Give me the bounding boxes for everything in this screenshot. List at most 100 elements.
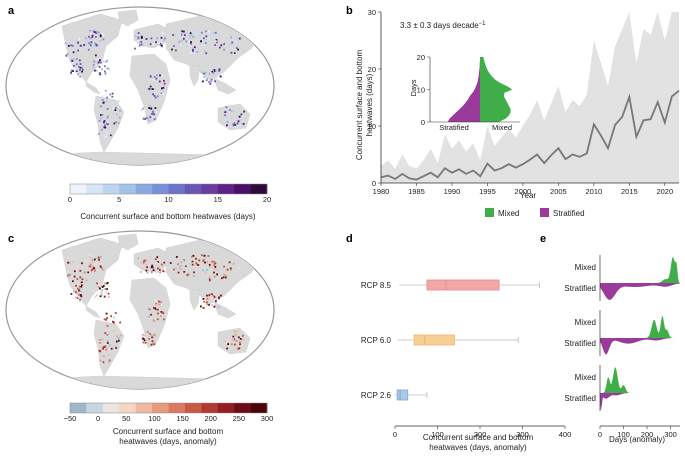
map-c-pixel <box>222 276 225 279</box>
map-c-pixel <box>188 263 191 266</box>
map-c-pixel <box>100 267 103 269</box>
map-a-pixel <box>153 95 156 97</box>
map-a-pixel <box>164 37 166 40</box>
map-a-pixel <box>189 36 192 39</box>
map-a-pixel <box>163 79 165 82</box>
map-a-pixel <box>226 124 228 127</box>
colorbar-a-tick-label: 20 <box>263 195 271 204</box>
map-a-pixel <box>218 68 221 71</box>
map-c-pixel <box>235 347 238 350</box>
box-iqr <box>426 279 500 291</box>
map-c-pixel <box>80 281 83 284</box>
map-c-pixel <box>156 256 159 258</box>
map-c-pixel <box>107 292 110 295</box>
map-a-pixel <box>156 95 159 98</box>
map-a-pixel <box>191 34 193 36</box>
map-a-pixel <box>233 52 236 54</box>
map-c-pixel <box>215 300 217 303</box>
map-a-pixel <box>104 89 107 92</box>
map-c-pixel <box>77 286 80 288</box>
map-a-pixel <box>186 30 189 33</box>
map-a-pixel <box>101 128 103 131</box>
colorbar-c-tick-label: 100 <box>148 414 161 423</box>
map-a-pixel <box>194 30 196 32</box>
map-a-pixel <box>236 37 239 40</box>
map-c-pixel <box>192 257 194 260</box>
map-c-pixel <box>213 305 216 308</box>
map-a-pixel <box>107 130 110 133</box>
chart-e: Mixed Stratified Mixed Stratified Mixed Strat… <box>564 255 680 444</box>
map-a-pixel <box>70 68 73 71</box>
inset-ytick-label: 10 <box>417 86 425 95</box>
map-c-pixel <box>101 289 104 291</box>
chart-e-xlabel: Days (anomaly) <box>609 435 665 444</box>
chart-b-ytick-label: 30 <box>368 8 376 17</box>
map-a-pixel <box>150 107 153 110</box>
map-c-pixel <box>146 337 149 340</box>
map-a-pixel <box>89 31 92 33</box>
map-c-pixel <box>79 290 82 293</box>
map-a-pixel <box>100 68 103 71</box>
map-a-pixel <box>71 59 74 62</box>
map-c-pixel <box>203 300 206 303</box>
map-c-pixel <box>203 297 206 299</box>
map-c-pixel <box>143 259 146 262</box>
map-c-pixel <box>80 284 83 287</box>
map-c-pixel <box>202 306 205 309</box>
map-c-pixel <box>113 321 115 324</box>
map-c-pixel <box>72 280 74 283</box>
map-a-pixel <box>214 31 217 34</box>
map-c-pixel <box>156 270 159 273</box>
map-a-pixel <box>75 70 78 73</box>
map-a-pixel <box>104 72 107 75</box>
map-a-pixel <box>91 36 94 39</box>
map-c-pixel <box>142 340 144 342</box>
map-a-pixel <box>150 88 153 90</box>
map-c-pixel <box>210 278 213 280</box>
map-a-pixel <box>180 40 183 42</box>
map-c-pixel <box>78 289 80 292</box>
map-c-pixel <box>110 315 113 318</box>
map-a-pixel <box>152 110 154 113</box>
map-a-pixel <box>219 70 222 73</box>
map-c-pixel <box>145 259 148 262</box>
map-c-pixel <box>151 264 154 267</box>
chart-b-ylabel-line2: heatwaves (days) <box>365 73 374 136</box>
map-c-pixel <box>213 296 216 298</box>
map-c-pixel <box>200 305 202 308</box>
map-c-pixel <box>89 267 92 269</box>
map-c-pixel <box>105 318 108 321</box>
map-c-pixel <box>157 267 159 270</box>
map-c-pixel <box>107 296 110 298</box>
map-c-pixel <box>89 254 92 257</box>
map-c-pixel <box>202 298 205 300</box>
colorbar-a-swatch <box>135 184 153 194</box>
map-c-pixel <box>106 334 109 336</box>
e-row-label-stratified: Stratified <box>564 284 596 293</box>
map-a-pixel <box>99 40 102 42</box>
map-a-pixel <box>238 37 241 40</box>
map-c-antarctica <box>21 375 259 389</box>
map-c-pixel <box>218 296 220 299</box>
map-c-pixel <box>104 291 107 293</box>
map-a-pixel <box>173 45 175 47</box>
map-c-pixel <box>208 303 210 306</box>
map-c-pixel <box>107 348 110 351</box>
map-a-pixel <box>158 80 161 83</box>
map-c-pixel <box>232 338 235 340</box>
map-a-pixel <box>162 32 164 34</box>
map-a-pixel <box>107 68 110 71</box>
chart-d-xtick-label: 0 <box>393 430 397 439</box>
map-a-pixel <box>95 69 98 72</box>
map-a-pixel <box>211 70 214 73</box>
map-c-pixel <box>177 271 180 274</box>
map-c-pixel <box>179 265 182 267</box>
chart-b-xtick-label: 2010 <box>586 187 603 196</box>
map-a-pixel <box>104 124 106 127</box>
map-c-pixel <box>150 266 153 269</box>
map-c-pixel <box>117 339 120 342</box>
map-c-pixel <box>191 258 194 261</box>
map-a-pixel <box>89 37 92 40</box>
map-a-pixel <box>236 39 239 42</box>
map-c-pixel <box>153 320 156 322</box>
